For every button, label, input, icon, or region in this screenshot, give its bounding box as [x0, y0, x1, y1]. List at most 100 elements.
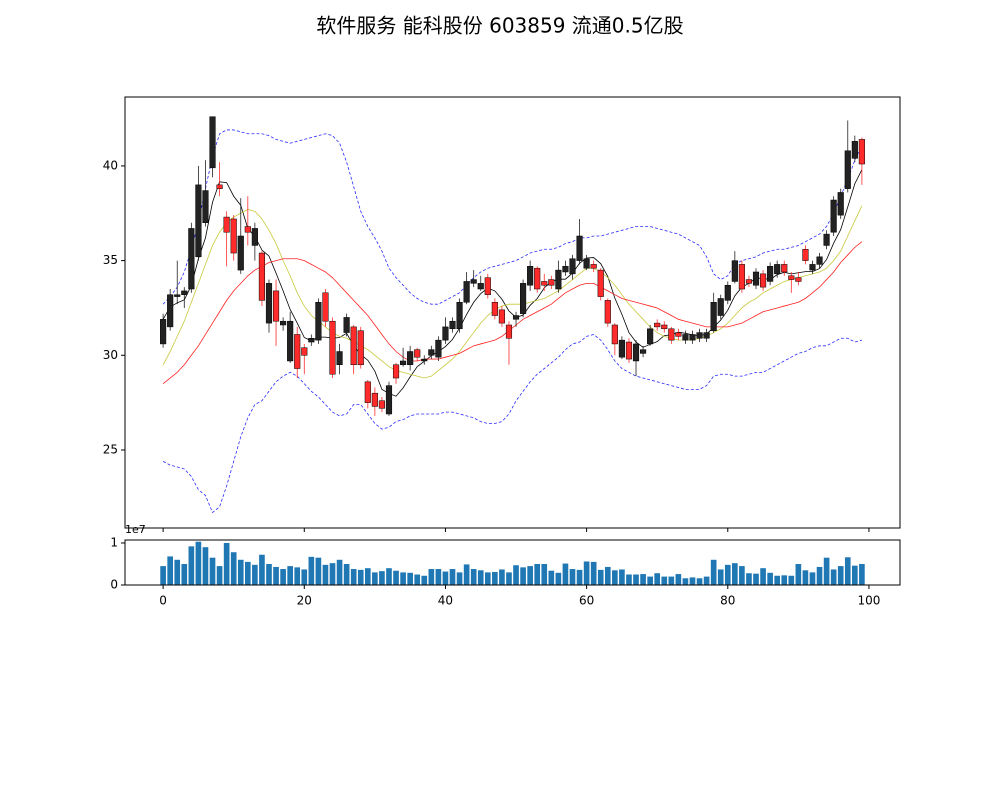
candle-body — [463, 281, 470, 303]
candle-body — [844, 150, 851, 189]
volume-bar — [633, 574, 639, 585]
volume-bar — [188, 546, 195, 585]
candle-body — [491, 302, 498, 316]
volume-bar — [435, 569, 442, 585]
candle-body — [498, 309, 505, 324]
candle-body — [745, 279, 753, 284]
volume-bar — [294, 567, 301, 585]
volume-bar — [513, 565, 519, 585]
volume-bar — [583, 561, 590, 585]
volume-bar — [710, 559, 717, 585]
candle-body — [456, 302, 463, 330]
candle-body — [823, 233, 830, 246]
volume-bar — [717, 569, 724, 585]
candle-body — [555, 269, 562, 290]
offset-text: 1e7 — [125, 523, 146, 536]
candle-body — [400, 360, 407, 366]
volume-bar — [520, 567, 526, 585]
volume-bar — [703, 576, 710, 585]
candle-body — [251, 228, 258, 246]
volume-bar — [209, 557, 216, 585]
volume-bar — [315, 557, 322, 585]
volume-bar — [386, 568, 392, 585]
candle-body — [520, 283, 527, 314]
candle-body — [611, 324, 618, 345]
candle-body — [230, 218, 237, 254]
volume-bar — [181, 563, 188, 585]
volume-bar — [160, 566, 166, 585]
candle-body — [675, 332, 682, 337]
candle-body — [837, 192, 844, 216]
volume-bar — [364, 568, 371, 585]
x-tick-label: 20 — [297, 594, 312, 608]
y-tick-label: 1 — [110, 535, 118, 549]
y-tick-label: 35 — [103, 253, 118, 267]
volume-bar — [682, 578, 689, 585]
volume-bar — [654, 573, 661, 585]
volume-bar — [484, 572, 491, 585]
volume-bar — [534, 563, 541, 585]
indicator-line — [162, 129, 863, 305]
volume-bar — [252, 564, 258, 585]
volume-bar — [689, 577, 696, 585]
candle-body — [209, 116, 216, 169]
volume-bar — [809, 572, 816, 585]
volume-bar — [612, 570, 618, 585]
volume-bar — [280, 569, 286, 585]
candle-body — [407, 351, 414, 366]
candle-body — [160, 319, 167, 345]
volume-bar — [788, 575, 795, 585]
candle-body — [717, 298, 724, 316]
axes-frame — [124, 539, 901, 586]
indicator-line — [162, 334, 862, 514]
candle-body — [174, 294, 181, 297]
volume-bar — [336, 559, 343, 585]
candle-body — [336, 351, 343, 366]
candle-body — [449, 320, 456, 330]
candle-body — [795, 277, 802, 282]
volume-bar — [463, 564, 470, 585]
chart-title: 软件服务 能科股份 603859 流通0.5亿股 — [316, 14, 683, 38]
volume-bar — [237, 559, 244, 585]
volume-bar — [675, 574, 682, 585]
candle-body — [477, 283, 484, 290]
candle-body — [788, 275, 795, 280]
candle-body — [781, 264, 788, 273]
candle-body — [167, 294, 174, 328]
candle-body — [541, 281, 548, 286]
candle-body — [435, 339, 442, 358]
candle-body — [371, 392, 378, 407]
indicator-line — [162, 241, 863, 385]
x-tick-label: 60 — [579, 594, 594, 608]
y-tick-label: 40 — [103, 158, 118, 172]
volume-bar — [442, 571, 449, 585]
candle-body — [583, 258, 590, 269]
candle-body — [258, 252, 266, 301]
candle-body — [470, 279, 477, 284]
volume-bar — [802, 570, 809, 585]
volume-bar — [555, 572, 562, 585]
volume-bar — [548, 570, 555, 585]
candle-body — [364, 381, 371, 403]
candle-body — [752, 271, 760, 286]
candle-body — [534, 267, 541, 290]
candle-body — [597, 269, 604, 297]
volume-bar — [372, 572, 378, 585]
volume-bar — [767, 572, 773, 585]
candle-body — [618, 339, 625, 358]
volume-bar — [259, 554, 265, 585]
volume-bar — [301, 569, 308, 585]
candle-body — [357, 330, 364, 366]
candle-body — [830, 199, 837, 233]
volume-bar — [273, 566, 279, 585]
volume-bar — [244, 561, 251, 585]
candle-body — [647, 328, 654, 345]
candle-body — [689, 334, 696, 341]
candle-body — [816, 256, 823, 265]
volume-bar — [837, 566, 844, 585]
candle-body — [851, 141, 858, 159]
volume-bar — [407, 572, 413, 585]
candle-body — [802, 249, 809, 261]
volume-bar — [562, 563, 569, 585]
